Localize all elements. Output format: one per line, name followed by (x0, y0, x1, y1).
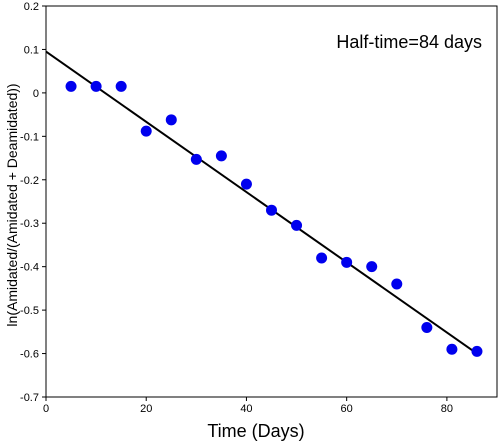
y-tick-label: -0.5 (20, 305, 39, 317)
half-time-annotation: Half-time=84 days (336, 32, 482, 52)
x-tick-label: 20 (140, 403, 152, 415)
data-point (215, 150, 227, 162)
data-point (190, 153, 202, 165)
y-tick-label: -0.1 (20, 131, 39, 143)
data-point (391, 278, 403, 290)
x-tick-label: 40 (240, 403, 252, 415)
x-axis-title: Time (Days) (207, 421, 304, 441)
y-tick-label: 0.2 (24, 1, 39, 13)
plot-frame (45, 5, 498, 398)
axes: 0 20 40 60 80 0.2 0.1 0 -0.1 -0.2 -0.3 -0.4 -0.5 -0.6… (20, 1, 498, 415)
data-point (90, 80, 102, 92)
data-point (240, 178, 252, 190)
data-point (165, 114, 177, 126)
data-point (65, 80, 77, 92)
fit-line-group (45, 50, 478, 355)
x-tick-label: 0 (43, 403, 49, 415)
data-point (316, 252, 328, 264)
data-point (115, 80, 127, 92)
fit-line (45, 50, 478, 355)
y-tick-label: -0.6 (20, 349, 39, 361)
data-point (266, 204, 277, 216)
data-point (471, 345, 483, 357)
y-tick-label: -0.3 (20, 218, 39, 230)
y-tick-label: -0.7 (20, 392, 39, 404)
y-tick-label: 0.1 (24, 44, 39, 56)
data-points (65, 80, 483, 357)
data-point (446, 343, 458, 355)
y-tick-label: -0.2 (20, 175, 39, 187)
y-tick-label: -0.4 (20, 262, 39, 274)
y-tick-label: 0 (33, 88, 39, 100)
data-point (366, 261, 378, 273)
data-point (421, 321, 433, 333)
y-axis-title: ln(Amidated/(Amidated + Deamidated)) (4, 83, 20, 326)
data-point (341, 256, 353, 268)
data-point (291, 219, 303, 231)
x-tick-label: 60 (341, 403, 353, 415)
data-point (140, 125, 152, 137)
x-tick-label: 80 (441, 403, 453, 415)
